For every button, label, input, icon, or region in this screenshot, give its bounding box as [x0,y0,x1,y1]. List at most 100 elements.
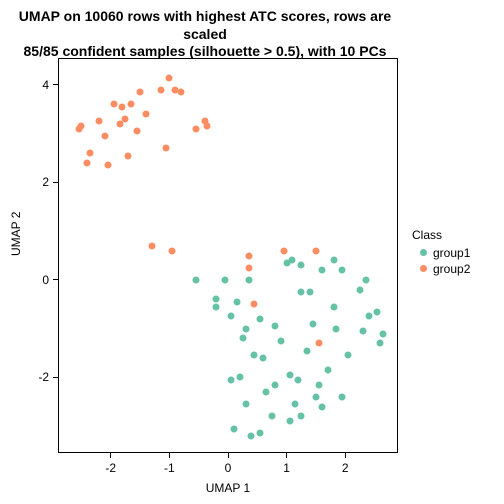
scatter-point [333,325,340,332]
x-tick-label: 1 [283,461,290,475]
x-tick [169,453,170,458]
scatter-point [298,262,305,269]
scatter-point [260,354,267,361]
scatter-point [318,267,325,274]
scatter-point [277,337,284,344]
scatter-point [245,264,252,271]
x-tick [228,453,229,458]
x-tick-label: 0 [225,461,232,475]
scatter-point [137,89,144,96]
legend-swatch [420,265,427,272]
scatter-point [251,352,258,359]
scatter-point [148,242,155,249]
scatter-point [295,376,302,383]
scatter-point [104,162,111,169]
scatter-point [268,413,275,420]
scatter-point [96,118,103,125]
scatter-point [230,425,237,432]
scatter-point [298,289,305,296]
scatter-point [312,247,319,254]
scatter-point [227,376,234,383]
scatter-point [142,111,149,118]
scatter-point [286,371,293,378]
scatter-point [251,301,258,308]
scatter-point [345,352,352,359]
scatter-point [263,389,270,396]
y-tick [53,182,58,183]
scatter-point [125,152,132,159]
y-tick [53,84,58,85]
scatter-point [292,401,299,408]
legend-title: Class [412,228,470,242]
scatter-point [271,381,278,388]
scatter-point [169,247,176,254]
scatter-point [78,123,85,130]
plot-panel [58,58,398,453]
x-tick-label: -1 [164,461,175,475]
scatter-point [222,276,229,283]
scatter-point [227,313,234,320]
scatter-point [242,325,249,332]
scatter-point [307,289,314,296]
scatter-point [318,403,325,410]
scatter-point [271,323,278,330]
scatter-point [157,86,164,93]
x-tick-label: 2 [342,461,349,475]
scatter-point [239,335,246,342]
scatter-point [134,128,141,135]
scatter-point [84,159,91,166]
scatter-point [245,252,252,259]
y-tick-label: 2 [42,175,49,189]
scatter-point [245,276,252,283]
scatter-point [178,89,185,96]
scatter-point [304,347,311,354]
legend-swatch [420,249,427,256]
scatter-point [374,308,381,315]
x-tick [345,453,346,458]
scatter-point [213,296,220,303]
y-tick-label: 0 [42,273,49,287]
scatter-point [330,257,337,264]
scatter-point [380,330,387,337]
scatter-point [257,315,264,322]
x-tick [286,453,287,458]
scatter-point [312,393,319,400]
chart-title-line1: UMAP on 10060 rows with highest ATC scor… [0,8,410,43]
scatter-point [213,303,220,310]
scatter-point [233,298,240,305]
x-tick-label: -2 [105,461,116,475]
x-tick [110,453,111,458]
scatter-point [310,320,317,327]
legend-label: group1 [433,246,470,260]
scatter-point [163,145,170,152]
legend: Class group1 group2 [412,228,470,278]
scatter-point [242,401,249,408]
scatter-point [122,115,129,122]
y-tick [53,279,58,280]
chart-title: UMAP on 10060 rows with highest ATC scor… [0,8,410,61]
scatter-point [339,393,346,400]
scatter-point [192,276,199,283]
scatter-point [280,247,287,254]
scatter-point [330,303,337,310]
y-tick [53,377,58,378]
scatter-point [87,150,94,157]
legend-label: group2 [433,262,470,276]
scatter-point [236,374,243,381]
scatter-point [286,418,293,425]
scatter-point [298,413,305,420]
scatter-point [359,328,366,335]
legend-item: group2 [420,262,470,276]
scatter-point [365,313,372,320]
scatter-point [315,340,322,347]
scatter-point [356,286,363,293]
scatter-point [101,133,108,140]
y-tick-label: -2 [38,370,49,384]
scatter-point [315,381,322,388]
scatter-point [119,103,126,110]
scatter-point [192,125,199,132]
y-axis-label: UMAP 2 [9,211,23,255]
scatter-point [248,432,255,439]
scatter-point [257,430,264,437]
scatter-point [362,276,369,283]
